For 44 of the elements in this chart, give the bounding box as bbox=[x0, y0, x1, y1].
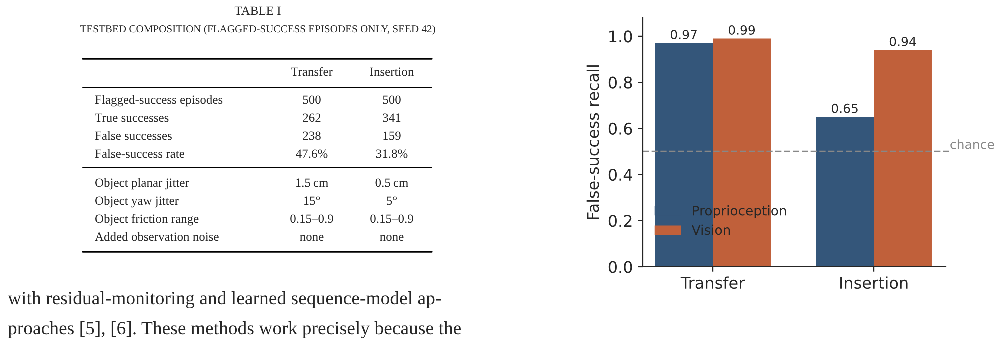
y-tick-label: 1.0 bbox=[610, 30, 632, 43]
text: TESTBED COMPOSITION (FLAGGED-SUCCESS EPISODES ONLY, SEED 42) bbox=[80, 25, 436, 35]
category-label: Object planar jitter bbox=[96, 178, 190, 190]
text: none bbox=[380, 235, 404, 242]
text: proaches [5], [6]. These methods work precisely because the bbox=[8, 321, 462, 339]
text: 0.5 cm bbox=[376, 178, 409, 188]
text: 0.15–0.9 bbox=[370, 214, 414, 224]
category-label: Object yaw jitter bbox=[96, 196, 179, 208]
text: 238 bbox=[303, 132, 321, 140]
text: 262 bbox=[303, 114, 321, 122]
text: 0.15–0.9 bbox=[290, 214, 334, 224]
text: 159 bbox=[384, 132, 401, 140]
y-tick-label: 0.2 bbox=[608, 215, 632, 228]
text: 31.8% bbox=[376, 150, 408, 158]
data-label: 0.97 bbox=[670, 30, 697, 40]
category-label: False successes bbox=[95, 131, 172, 140]
y-tick-label: 0.4 bbox=[608, 168, 632, 182]
category-label: False-success rate bbox=[95, 149, 184, 158]
category-label: Flagged-success episodes bbox=[95, 95, 223, 107]
y-tick-label: 0.0 bbox=[608, 261, 632, 274]
bar bbox=[816, 117, 874, 267]
bar bbox=[874, 50, 932, 267]
data-label: 0.99 bbox=[728, 25, 756, 35]
y-tick-label: 0.8 bbox=[608, 76, 632, 89]
category-label: Object friction range bbox=[96, 214, 199, 226]
category-label: True successes bbox=[95, 114, 169, 122]
text: 47.6% bbox=[296, 150, 328, 158]
category-label: Transfer bbox=[291, 67, 333, 76]
category-label: Insertion bbox=[370, 68, 414, 76]
category-label: Added observation noise bbox=[95, 232, 219, 242]
data-label: 0.94 bbox=[890, 37, 916, 46]
ref-line-label: chance bbox=[950, 140, 994, 150]
text: TABLE I bbox=[234, 6, 281, 16]
data-label: 0.65 bbox=[832, 104, 858, 114]
text: 15° bbox=[304, 196, 320, 206]
text: with residual-monitoring and learned sequence-model ap- bbox=[8, 291, 442, 309]
text: 1.5 cm bbox=[296, 178, 329, 188]
y-axis-title: False-success recall bbox=[586, 66, 600, 220]
text: none bbox=[300, 235, 324, 242]
y-tick-label: 0.6 bbox=[608, 122, 632, 135]
text: 500 bbox=[383, 96, 401, 104]
text: 500 bbox=[303, 96, 321, 104]
text: 341 bbox=[383, 114, 401, 122]
text: 5° bbox=[387, 196, 398, 206]
